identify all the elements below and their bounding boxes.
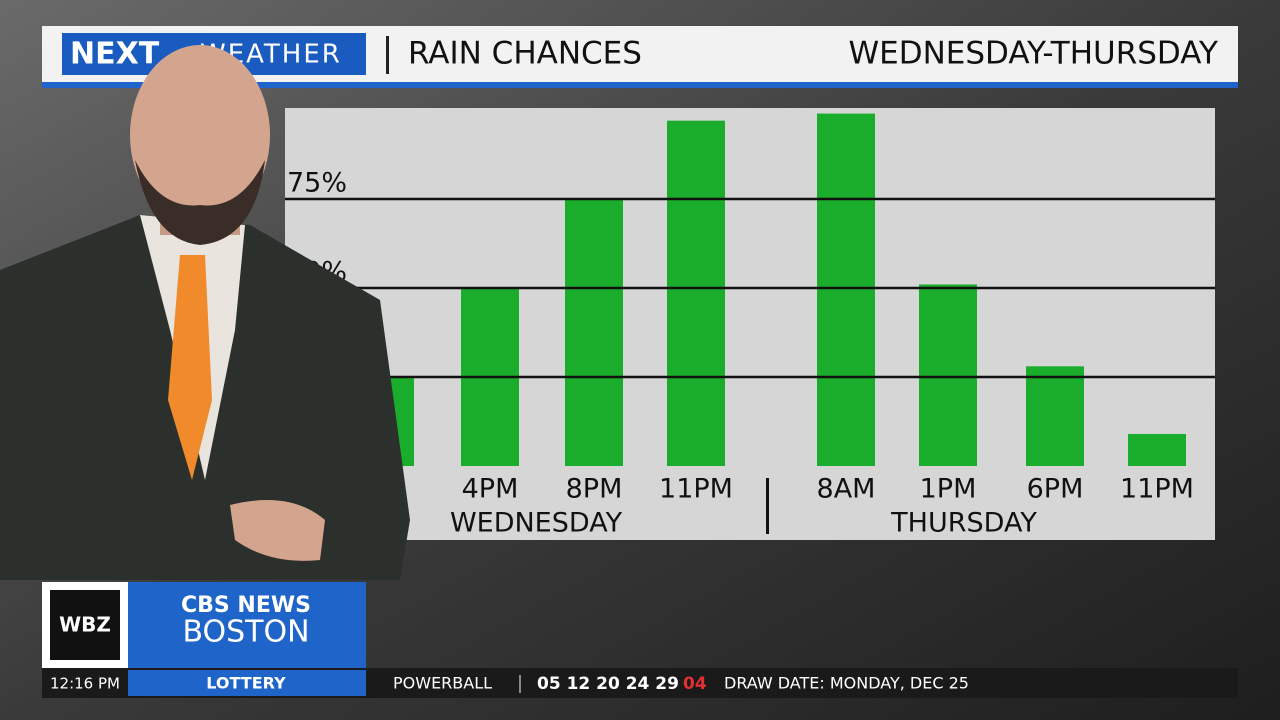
header-divider [386,36,389,74]
x-tick-label: 8AM [817,474,876,505]
ticker-numbers: 05 12 20 24 29 [537,674,679,694]
ticker-time: 12:16 PM [50,675,120,693]
x-tick-label: 6PM [1027,474,1084,505]
ticker-divider [519,675,521,693]
network-box [128,582,366,668]
header-subtitle: WEDNESDAY-THURSDAY [848,36,1218,72]
chart-panel [285,108,1215,540]
bar [817,113,875,466]
presenter [0,45,410,580]
x-tick-label: 8PM [566,474,623,505]
ticker-section-box [128,670,366,696]
group-label: THURSDAY [890,508,1037,539]
bar [1026,366,1084,466]
group-divider [766,478,769,534]
x-tick-label: 11PM [659,474,733,505]
chart: 4PM8PM11PM8AM1PM6PM11PM25%50%75%WEDNESDA… [285,113,1215,539]
station-inner [50,590,120,660]
bar [1128,433,1186,466]
header-stripe [42,82,1238,88]
bar [667,120,725,467]
header-title: RAIN CHANCES [408,36,642,72]
city: BOSTON [182,615,309,650]
bar [565,199,623,466]
station: WBZ [59,613,111,637]
ticker-powerball: 04 [683,674,707,694]
ticker-section: LOTTERY [206,674,286,693]
network: CBS NEWS [181,593,311,618]
group-label: WEDNESDAY [450,508,623,539]
x-tick-label: 4PM [462,474,519,505]
x-tick-label: 1PM [920,474,977,505]
y-tick-label: 75% [287,168,347,199]
x-tick-label: 11PM [1120,474,1194,505]
ticker-draw-date: DRAW DATE: MONDAY, DEC 25 [724,674,969,693]
logo-left: NEXT [70,37,160,72]
ticker-game: POWERBALL [393,674,492,693]
bar [919,284,977,466]
